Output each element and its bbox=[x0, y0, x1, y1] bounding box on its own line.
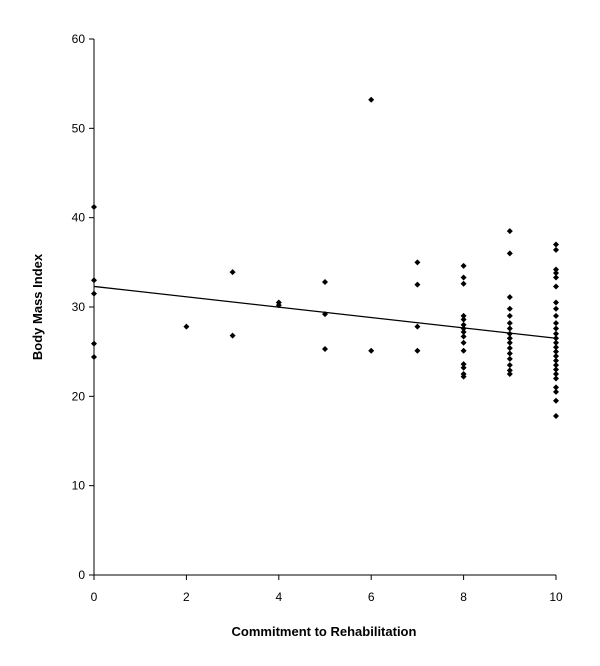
data-point bbox=[553, 357, 559, 364]
axes bbox=[89, 38, 557, 580]
data-point bbox=[368, 347, 375, 354]
data-point bbox=[414, 259, 421, 266]
data-point bbox=[553, 344, 559, 351]
x-tick-label: 4 bbox=[275, 590, 282, 604]
data-point bbox=[553, 299, 559, 306]
data-point bbox=[553, 305, 559, 312]
data-point bbox=[506, 312, 513, 319]
data-point bbox=[506, 325, 513, 332]
data-point bbox=[553, 366, 559, 373]
data-point bbox=[229, 269, 236, 276]
data-point bbox=[460, 347, 467, 354]
data-point bbox=[553, 388, 559, 395]
data-point bbox=[553, 283, 559, 290]
data-point bbox=[229, 332, 236, 339]
data-point bbox=[506, 367, 513, 374]
data-point bbox=[414, 323, 421, 330]
y-tick-label: 30 bbox=[72, 300, 86, 314]
data-point bbox=[553, 375, 559, 382]
data-point bbox=[553, 241, 559, 248]
x-tick-label: 10 bbox=[549, 590, 563, 604]
data-point bbox=[506, 371, 513, 377]
data-point bbox=[553, 397, 559, 404]
data-points bbox=[91, 96, 559, 419]
data-point bbox=[506, 339, 513, 346]
y-tick-label: 60 bbox=[72, 32, 86, 46]
tick-labels: 0 10 20 30 40 50 60 0 2 4 6 8 10 bbox=[72, 32, 563, 604]
data-point bbox=[506, 362, 513, 369]
y-tick-label: 50 bbox=[72, 121, 86, 135]
data-point bbox=[506, 345, 513, 352]
x-axis-title: Commitment to Rehabilitation bbox=[232, 624, 417, 639]
data-point bbox=[506, 228, 513, 235]
data-point bbox=[460, 364, 467, 371]
data-point bbox=[553, 312, 559, 319]
data-point bbox=[506, 355, 513, 362]
data-point bbox=[460, 316, 467, 323]
data-point bbox=[506, 305, 513, 312]
data-point bbox=[460, 373, 467, 380]
data-point bbox=[553, 362, 559, 369]
data-point bbox=[553, 353, 559, 360]
data-point bbox=[460, 333, 467, 340]
data-point bbox=[553, 320, 559, 327]
y-axis-title: Body Mass Index bbox=[30, 253, 45, 360]
data-point bbox=[553, 246, 559, 253]
data-point bbox=[506, 294, 513, 301]
data-point bbox=[460, 339, 467, 346]
data-point bbox=[368, 96, 375, 103]
data-point bbox=[506, 250, 513, 257]
data-point bbox=[414, 347, 421, 354]
y-tick-label: 20 bbox=[72, 389, 86, 403]
data-point bbox=[460, 280, 467, 287]
x-tick-label: 8 bbox=[460, 590, 467, 604]
y-tick-label: 0 bbox=[78, 568, 85, 582]
x-tick-label: 0 bbox=[91, 590, 98, 604]
data-point bbox=[553, 325, 559, 332]
data-point bbox=[553, 371, 559, 377]
data-point bbox=[460, 329, 467, 336]
data-point bbox=[553, 412, 559, 419]
data-point bbox=[506, 350, 513, 357]
data-point bbox=[506, 335, 513, 342]
data-point bbox=[460, 312, 467, 319]
data-point bbox=[460, 361, 467, 368]
data-point bbox=[183, 323, 190, 330]
data-point bbox=[553, 339, 559, 346]
data-point bbox=[506, 320, 513, 327]
y-tick-label: 10 bbox=[72, 479, 86, 493]
trendline bbox=[93, 285, 557, 339]
data-point bbox=[414, 281, 421, 288]
data-point bbox=[553, 330, 559, 337]
x-tick-label: 2 bbox=[183, 590, 190, 604]
data-point bbox=[553, 270, 559, 277]
data-point bbox=[460, 274, 467, 281]
data-point bbox=[553, 348, 559, 355]
data-point bbox=[460, 262, 467, 269]
x-tick-label: 6 bbox=[368, 590, 375, 604]
data-point bbox=[460, 321, 467, 328]
data-point bbox=[322, 278, 328, 285]
data-point bbox=[553, 274, 559, 281]
data-point bbox=[553, 266, 559, 273]
data-point bbox=[553, 384, 559, 391]
data-point bbox=[322, 345, 328, 352]
y-tick-label: 40 bbox=[72, 211, 86, 225]
